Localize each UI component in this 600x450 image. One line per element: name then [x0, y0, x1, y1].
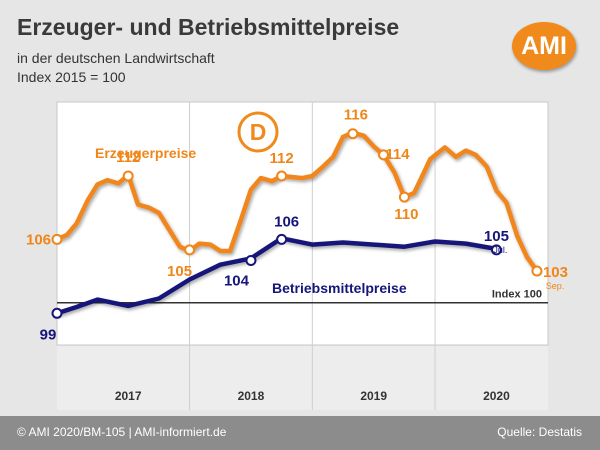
germany-badge	[237, 111, 279, 153]
line-chart: 2017 2018 2019 2020 Index 100 D Erzeugerpreise…	[26, 101, 568, 410]
footer-copyright: © AMI 2020/BM-105 | AMI-informiert.de	[17, 425, 227, 439]
series-name-erzeugerpreise: Erzeugerpreise	[95, 145, 196, 161]
data-label-month: Jul.	[493, 245, 507, 255]
data-marker	[398, 191, 410, 203]
series-name-betriebsmittelpreise: Betriebsmittelpreise	[272, 280, 407, 296]
chart-subtitle: in der deutschen Landwirtschaft	[17, 50, 215, 66]
data-marker	[122, 170, 134, 182]
data-label: 99	[40, 326, 57, 343]
reference-label: Index 100	[492, 289, 542, 301]
data-label: 112	[116, 149, 140, 166]
data-marker	[531, 265, 543, 277]
plot-area	[56, 101, 549, 346]
footer-bar: © AMI 2020/BM-105 | AMI-informiert.de Qu…	[0, 416, 600, 450]
data-marker	[245, 254, 257, 266]
ami-logo: AMI	[512, 22, 576, 70]
data-label: 106	[26, 231, 51, 248]
data-label: 105	[167, 263, 192, 280]
x-tick-label: 2019	[360, 389, 387, 403]
data-marker	[51, 233, 63, 245]
chart-title: Erzeuger- und Betriebsmittelpreise	[17, 14, 400, 40]
data-label: 104	[224, 272, 250, 289]
x-tick-label: 2020	[483, 389, 510, 403]
data-label: 116	[344, 107, 368, 124]
series-line-betriebsmittelpreise	[54, 236, 499, 316]
data-marker	[276, 170, 288, 182]
badge-reflection	[220, 146, 296, 174]
data-label: 105	[484, 228, 509, 245]
data-label: 114	[385, 146, 410, 163]
data-label: 103	[543, 264, 568, 281]
data-label: 112	[270, 150, 294, 167]
data-marker	[378, 149, 390, 161]
data-marker	[184, 244, 196, 256]
series-line-erzeugerpreise	[54, 130, 540, 274]
data-marker	[276, 233, 288, 245]
x-axis-band	[57, 346, 548, 410]
data-marker	[51, 307, 63, 319]
footer-source: Quelle: Destatis	[497, 425, 582, 439]
data-label-month: Sep.	[546, 281, 565, 291]
data-label: 110	[394, 206, 418, 223]
data-label: 106	[274, 213, 299, 230]
data-marker	[347, 128, 359, 140]
x-tick-label: 2018	[238, 389, 265, 403]
x-tick-label: 2017	[115, 389, 142, 403]
badge-letter: D	[250, 119, 267, 145]
data-marker	[490, 244, 502, 256]
chart-index-note: Index 2015 = 100	[17, 69, 126, 85]
